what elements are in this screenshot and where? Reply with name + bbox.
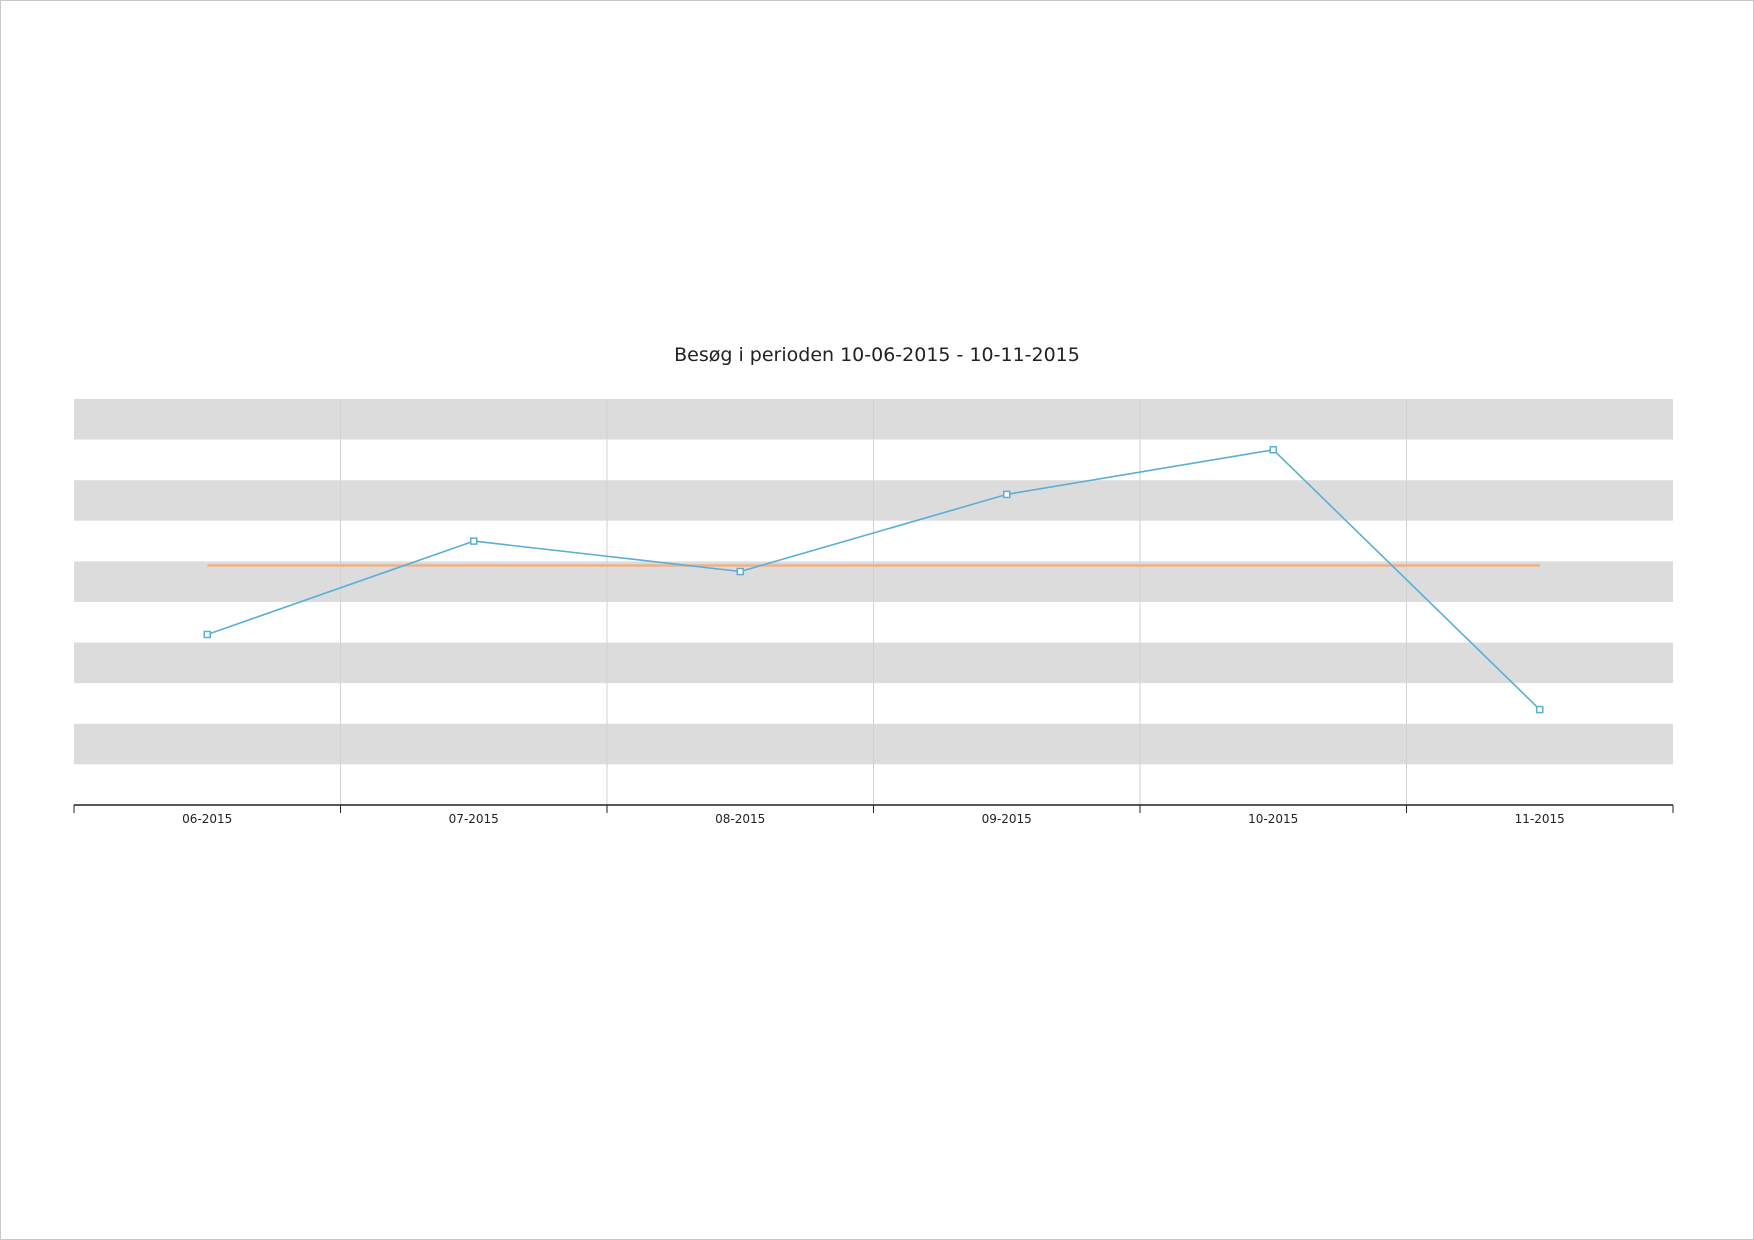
data-point bbox=[203, 630, 211, 639]
data-point bbox=[470, 537, 478, 545]
data-point bbox=[1536, 705, 1544, 714]
data-point bbox=[1003, 490, 1011, 499]
series-lines bbox=[207, 448, 1541, 711]
series-points bbox=[203, 446, 1544, 714]
x-tick-label: 09-2015 bbox=[982, 812, 1032, 826]
series-line bbox=[207, 448, 1541, 711]
data-point bbox=[736, 567, 744, 576]
x-tick-label: 11-2015 bbox=[1515, 812, 1565, 826]
x-tick-label: 10-2015 bbox=[1248, 812, 1298, 826]
chart-title: Besøg i perioden 10-06-2015 - 10-11-2015 bbox=[674, 344, 1080, 366]
x-axis bbox=[73, 804, 1674, 813]
data-point bbox=[1269, 446, 1277, 454]
vertical-gridlines bbox=[340, 399, 1407, 805]
x-tick-label: 06-2015 bbox=[182, 812, 232, 826]
x-tick-label: 08-2015 bbox=[715, 812, 765, 826]
x-tick-labels: 06-2015 07-2015 08-2015 09-2015 10-2015 11-20… bbox=[182, 812, 1565, 826]
x-tick-label: 07-2015 bbox=[449, 812, 499, 826]
